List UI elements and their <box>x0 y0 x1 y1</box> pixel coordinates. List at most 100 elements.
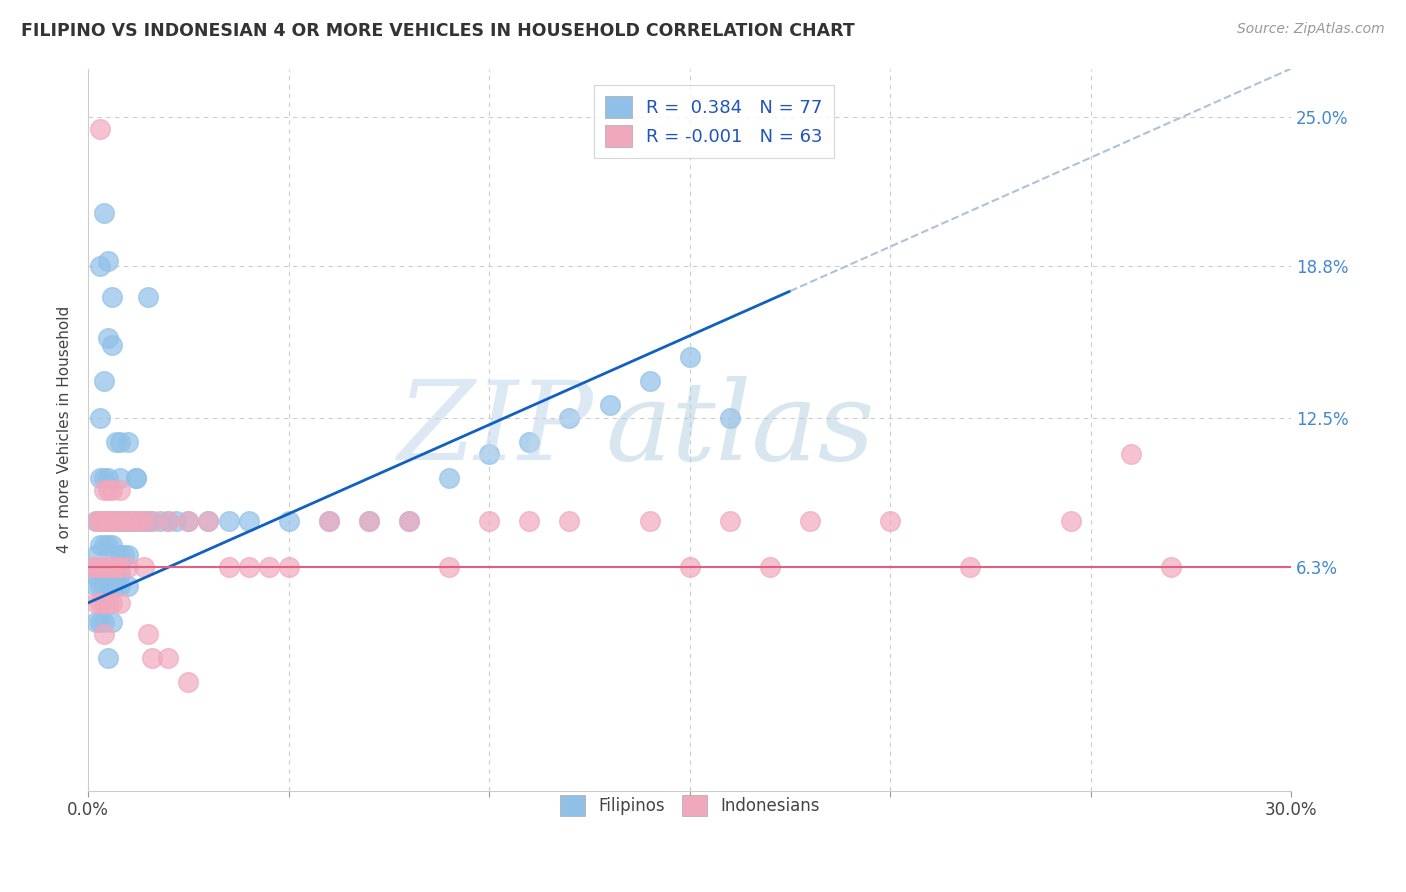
Point <box>89 559 111 574</box>
Point <box>93 483 115 497</box>
Point <box>89 514 111 528</box>
Point <box>105 434 128 449</box>
Point <box>117 548 139 562</box>
Point <box>197 514 219 528</box>
Point <box>134 514 156 528</box>
Point <box>110 548 132 562</box>
Point <box>101 514 124 528</box>
Point <box>105 514 128 528</box>
Point <box>93 206 115 220</box>
Point <box>84 596 107 610</box>
Point <box>134 514 156 528</box>
Point <box>177 514 200 528</box>
Point <box>97 331 120 345</box>
Point <box>125 514 148 528</box>
Point <box>879 514 901 528</box>
Point <box>110 579 132 593</box>
Point <box>318 514 340 528</box>
Point <box>141 651 163 665</box>
Point <box>437 471 460 485</box>
Point <box>141 514 163 528</box>
Point <box>97 596 120 610</box>
Point <box>517 514 540 528</box>
Point <box>105 514 128 528</box>
Point <box>110 566 132 581</box>
Point <box>759 559 782 574</box>
Y-axis label: 4 or more Vehicles in Household: 4 or more Vehicles in Household <box>58 306 72 553</box>
Point <box>437 559 460 574</box>
Point <box>357 514 380 528</box>
Point <box>110 471 132 485</box>
Point <box>117 434 139 449</box>
Point <box>112 514 135 528</box>
Point <box>117 579 139 593</box>
Point <box>97 559 120 574</box>
Point <box>318 514 340 528</box>
Point <box>93 514 115 528</box>
Point <box>117 514 139 528</box>
Point <box>93 579 115 593</box>
Point <box>89 471 111 485</box>
Point <box>177 514 200 528</box>
Point <box>149 514 172 528</box>
Point <box>398 514 420 528</box>
Point <box>277 559 299 574</box>
Point <box>82 566 104 581</box>
Point <box>105 566 128 581</box>
Point <box>110 596 132 610</box>
Point <box>558 410 581 425</box>
Point <box>638 375 661 389</box>
Point <box>257 559 280 574</box>
Point <box>84 559 107 574</box>
Point <box>117 514 139 528</box>
Point <box>197 514 219 528</box>
Point <box>110 434 132 449</box>
Point <box>93 375 115 389</box>
Point <box>165 514 187 528</box>
Point <box>117 514 139 528</box>
Point <box>157 514 180 528</box>
Point <box>97 514 120 528</box>
Point <box>558 514 581 528</box>
Point <box>101 596 124 610</box>
Point <box>125 471 148 485</box>
Point <box>93 471 115 485</box>
Point <box>89 514 111 528</box>
Point <box>125 471 148 485</box>
Point <box>97 651 120 665</box>
Point <box>101 338 124 352</box>
Point <box>110 514 132 528</box>
Point <box>517 434 540 449</box>
Point <box>84 514 107 528</box>
Point <box>105 579 128 593</box>
Point <box>177 675 200 690</box>
Point <box>93 559 115 574</box>
Point <box>97 254 120 268</box>
Point <box>478 514 501 528</box>
Point <box>89 615 111 629</box>
Point <box>82 559 104 574</box>
Point <box>478 447 501 461</box>
Point <box>218 559 240 574</box>
Text: Source: ZipAtlas.com: Source: ZipAtlas.com <box>1237 22 1385 37</box>
Point <box>1160 559 1182 574</box>
Point <box>238 559 260 574</box>
Point <box>93 615 115 629</box>
Point <box>101 514 124 528</box>
Point <box>97 514 120 528</box>
Point <box>136 627 159 641</box>
Point <box>238 514 260 528</box>
Point <box>93 538 115 552</box>
Point <box>799 514 821 528</box>
Point <box>101 290 124 304</box>
Point <box>112 548 135 562</box>
Point <box>638 514 661 528</box>
Point <box>97 579 120 593</box>
Point <box>136 290 159 304</box>
Point <box>679 559 702 574</box>
Point <box>101 559 124 574</box>
Point <box>157 651 180 665</box>
Point <box>105 548 128 562</box>
Point <box>157 514 180 528</box>
Point <box>134 559 156 574</box>
